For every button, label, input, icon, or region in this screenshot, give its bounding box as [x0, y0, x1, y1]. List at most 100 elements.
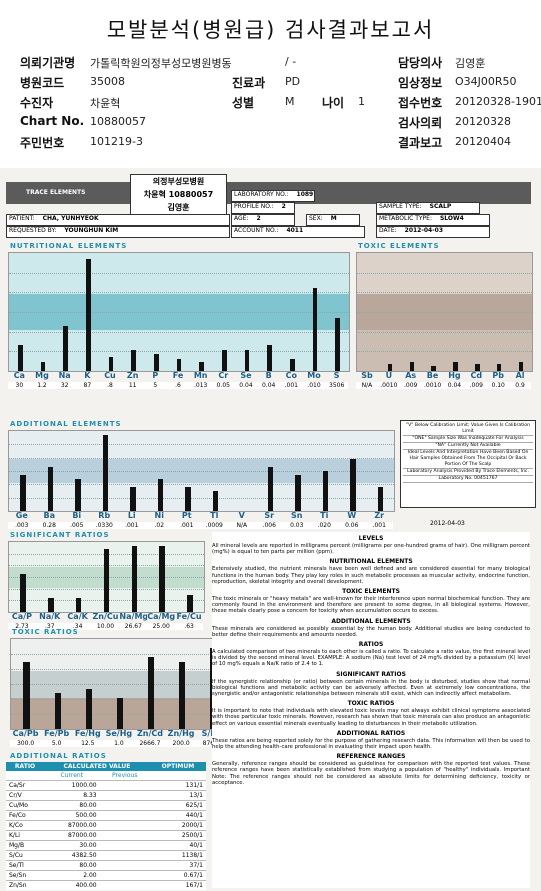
- label: Zn/Hg: [167, 729, 195, 738]
- table-cell: 167/1: [185, 882, 203, 889]
- result: 10.00: [91, 623, 120, 630]
- grid-line: [9, 444, 394, 446]
- table-cell: Se/Sn: [9, 872, 27, 879]
- scanned-report: TRACE ELEMENTS 의정부성모병원 차윤혁 10880057 김영훈 …: [0, 168, 541, 891]
- label: Cr: [218, 371, 229, 380]
- label: Li: [127, 511, 136, 520]
- field-value: O34J00R50: [455, 75, 517, 88]
- table-cell: 30.00: [79, 842, 97, 849]
- table-cell: 4382.50: [71, 852, 97, 859]
- bar: [108, 356, 114, 371]
- stamp-line: 차윤혁 10880057: [143, 190, 214, 199]
- label: Zn/Cu: [92, 612, 119, 621]
- bar: [518, 361, 524, 371]
- grid-line: [357, 312, 532, 313]
- section-title: TOXIC ELEMENTS: [358, 242, 440, 250]
- table-cell: Previous: [112, 772, 138, 779]
- label: Mo: [307, 371, 321, 380]
- table-cell: 40/1: [189, 842, 203, 849]
- label: Rb: [98, 511, 111, 520]
- patient-value: M: [330, 215, 337, 222]
- patient-label: PROFILE NO.:: [234, 203, 274, 210]
- plot: [356, 252, 533, 372]
- table-cell: 2000/1: [181, 822, 203, 829]
- bar: [20, 573, 26, 612]
- field-value: 차윤혁: [90, 97, 121, 110]
- label: Hg: [448, 371, 461, 380]
- field-value: PD: [285, 75, 301, 88]
- table-cell: CALCULATED VALUE: [63, 763, 131, 770]
- result: 2.73: [8, 623, 36, 630]
- patient-field: REQUESTED BY: YOUNGHUN KIM: [6, 226, 230, 238]
- field-value: 20120328-19019: [455, 95, 541, 108]
- bar: [23, 661, 30, 729]
- table-cell: 2.00: [83, 872, 97, 879]
- label: Ti: [320, 511, 329, 520]
- label: Sb: [361, 371, 373, 380]
- label: Sn: [291, 511, 303, 520]
- result: 0.04: [257, 382, 280, 389]
- stamp: 의정부성모병원 차윤혁 10880057 김영훈: [130, 174, 227, 218]
- label: Na/K: [39, 612, 61, 621]
- bar: [222, 349, 227, 371]
- bar: [116, 697, 123, 729]
- section-title: NUTRITIONAL ELEMENTS: [10, 242, 128, 250]
- plot: [8, 252, 350, 372]
- bar: [47, 467, 53, 511]
- bar: [63, 326, 68, 371]
- table-cell: [100, 881, 150, 891]
- table-cell: [100, 811, 150, 821]
- note-heading: NUTRITIONAL ELEMENTS: [329, 558, 413, 566]
- table-cell: Se/Tl: [9, 862, 24, 869]
- legend-note: "NA" Currently Not Available: [403, 443, 533, 450]
- bar: [20, 475, 26, 511]
- label: Mn: [193, 371, 208, 380]
- table-cell: 87000.00: [67, 832, 97, 839]
- result: .001: [118, 522, 146, 529]
- note-text: Generally, reference ranges should be co…: [212, 761, 530, 786]
- result: .63: [175, 623, 203, 630]
- patient-field: PATIENT: CHA, YUNHYEOK: [6, 214, 230, 226]
- label: Na: [58, 371, 71, 380]
- label: Ge: [15, 511, 28, 520]
- patient-label: PATIENT:: [9, 215, 35, 222]
- table-cell: [100, 831, 150, 841]
- table-cell: 13/1: [189, 792, 203, 799]
- patient-label: DATE:: [379, 227, 397, 234]
- table-cell: [100, 841, 150, 851]
- patient-field: DATE: 2012-04-03: [376, 226, 490, 238]
- table-cell: 2500/1: [181, 832, 203, 839]
- bar: [187, 594, 193, 612]
- grid-line: [9, 471, 394, 472]
- label: S: [333, 371, 340, 380]
- note-heading: TOXIC ELEMENTS: [342, 588, 400, 596]
- bar: [295, 475, 301, 511]
- bar: [48, 598, 54, 612]
- bar: [131, 349, 136, 371]
- bar: [40, 361, 46, 371]
- field-value: M: [285, 95, 295, 108]
- result: 2666.7: [134, 740, 166, 747]
- patient-value: 2: [256, 215, 261, 222]
- patient-value: SCALP: [429, 203, 452, 210]
- note-heading: SIGNIFICANT RATIOS: [336, 670, 406, 678]
- title: 모발분석(병원급) 검사결과보고서: [106, 18, 435, 42]
- bar: [312, 288, 318, 371]
- label: Se: [240, 371, 252, 380]
- result: 0.06: [338, 522, 366, 529]
- bar: [409, 361, 414, 371]
- result: 3506: [325, 382, 348, 389]
- patient-label: ACCOUNT NO.:: [234, 227, 279, 234]
- bar: [212, 491, 218, 511]
- patient-label: METABOLIC TYPE:: [379, 215, 432, 222]
- label: Cd: [470, 371, 483, 380]
- note-text: These minerals are considered as possibl…: [212, 625, 530, 638]
- table-cell: 8.33: [83, 792, 97, 799]
- label: Ca/P: [11, 612, 32, 621]
- result: .006: [255, 522, 283, 529]
- patient-value: SLOW4: [439, 215, 464, 222]
- label: Co: [285, 371, 298, 380]
- label: As: [405, 371, 417, 380]
- grid-line: [9, 331, 349, 333]
- ratio-table: RATIO CALCULATED VALUE OPTIMUM Current Previ…: [6, 762, 206, 890]
